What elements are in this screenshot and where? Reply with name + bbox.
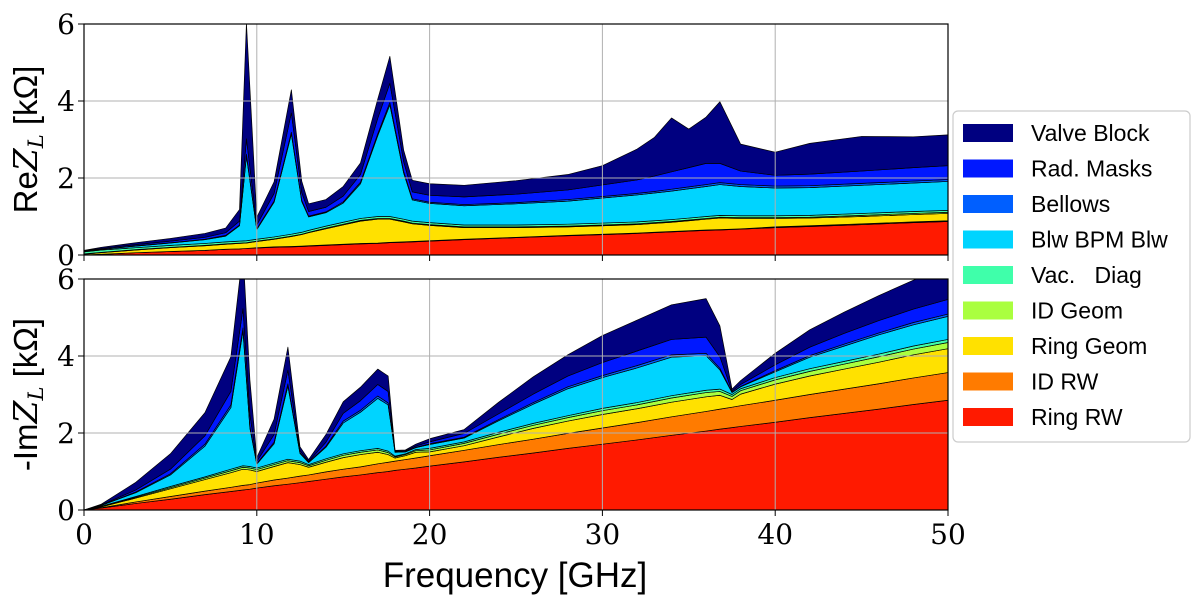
y-tick-label: 6 [57,8,75,41]
y-tick-label: 4 [57,340,75,373]
x-tick-label: 40 [757,518,793,551]
legend-swatch [963,159,1013,178]
legend-label: Rad. Masks [1031,156,1152,182]
legend-swatch [963,301,1013,320]
x-tick-label: 20 [412,518,448,551]
legend-label: Valve Block [1031,120,1150,146]
x-tick-label: 10 [239,518,275,551]
legend-label: ID Geom [1031,298,1123,324]
x-axis-label: Frequency [GHz] [383,556,648,595]
legend-swatch [963,230,1013,249]
real-impedance-panel: 0 2 4 6 ReZL [kΩ] [6,8,949,272]
y-tick-label: 0 [57,239,75,272]
area-valve-block [84,279,948,510]
plot-frame [83,23,949,256]
y-tick-label: 4 [57,85,75,118]
legend-label: Bellows [1031,191,1110,217]
x-tick-label: 0 [75,518,93,551]
area-valve-block [84,24,948,252]
y-tick-label: 2 [57,162,75,195]
legend: Valve Block Rad. Masks Bellows Blw BPM Blw V… [952,110,1191,443]
legend-swatch [963,195,1013,213]
legend-frame [952,110,1191,443]
y-tick-label: 0 [57,494,75,527]
y-axis-label: -ImZL [kΩ] [6,318,48,471]
legend-label: Vac. Diag [1031,262,1142,288]
y-axis-label: ReZL [kΩ] [6,66,48,214]
x-tick-label: 30 [585,518,621,551]
y-tick-label: 6 [57,263,75,296]
legend-label: Ring Geom [1031,333,1147,359]
legend-label: ID RW [1031,369,1099,395]
legend-label: Ring RW [1031,404,1123,430]
plot-frame [83,278,949,511]
x-tick-label: 50 [930,518,966,551]
legend-swatch [963,266,1013,284]
area-layers [84,279,948,510]
imag-impedance-panel: 0 2 4 6 0 10 20 30 40 50 -ImZL [kΩ] [6,263,966,551]
y-tick-label: 2 [57,417,75,450]
legend-label: Blw BPM Blw [1031,227,1168,253]
legend-swatch [963,372,1013,391]
legend-swatch [963,337,1013,355]
area-layers [84,24,948,255]
legend-swatch [963,408,1013,426]
legend-swatch [963,124,1013,142]
